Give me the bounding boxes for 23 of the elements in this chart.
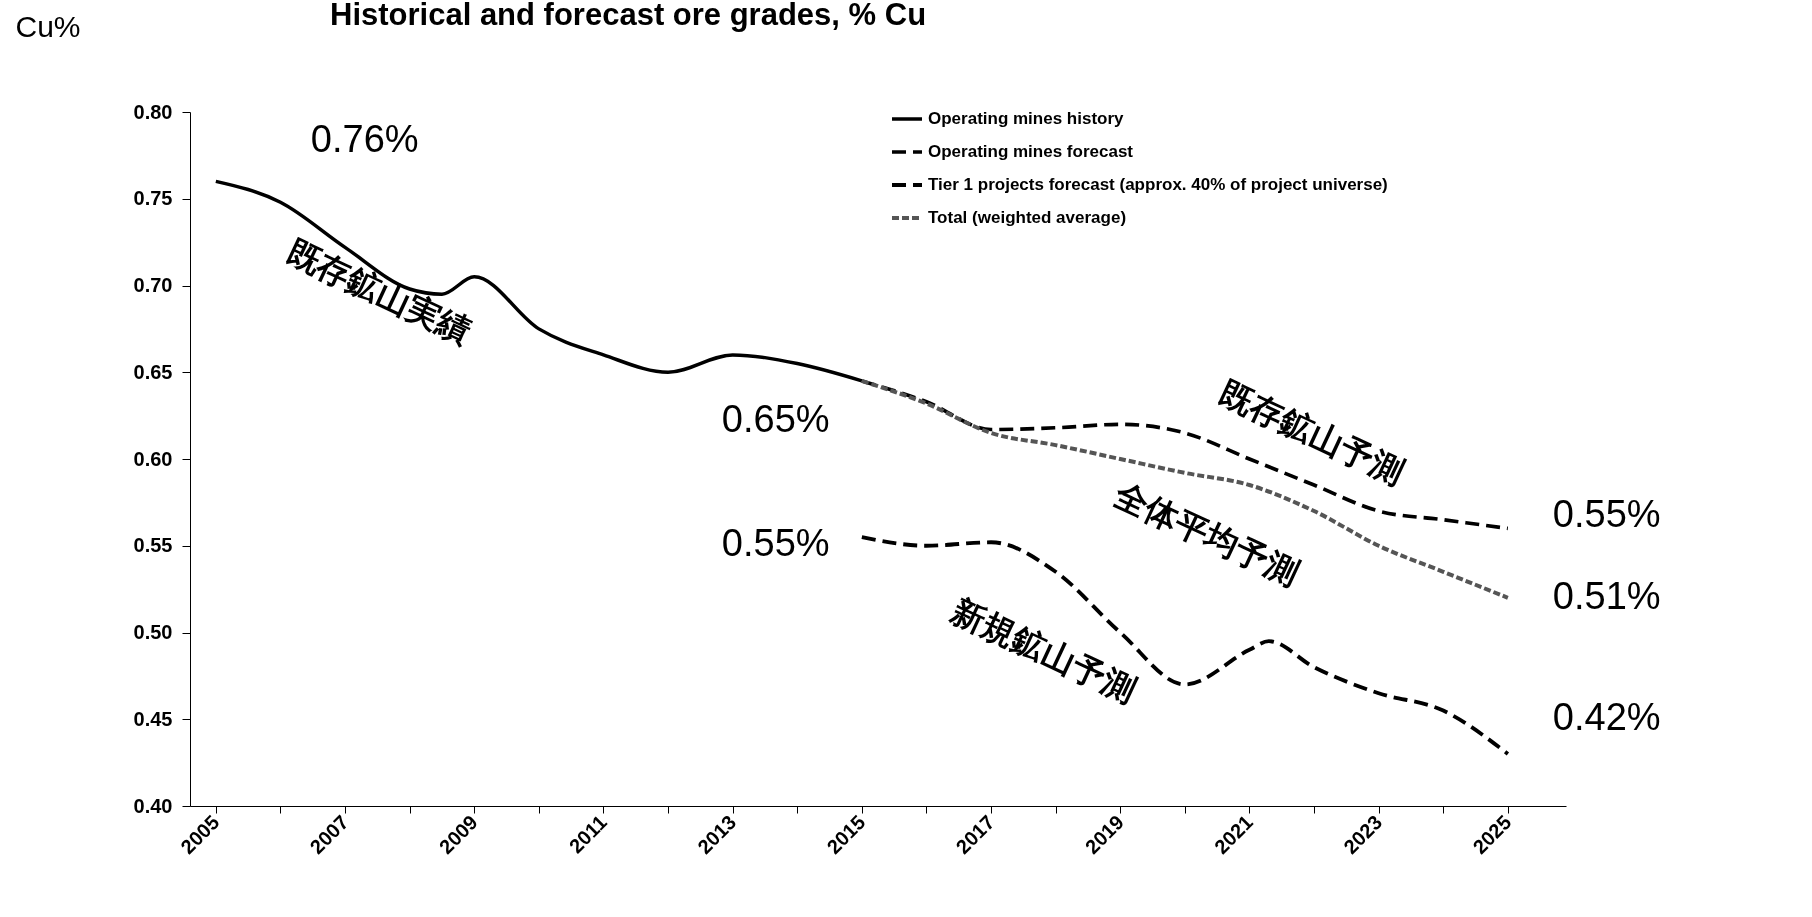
annotation: 0.51% xyxy=(1552,574,1661,617)
legend-label: Total (weighted average) xyxy=(928,208,1127,227)
annotation: 既存鉱山実績 xyxy=(281,232,477,351)
y-tick-label: 0.75 xyxy=(133,187,173,210)
legend-label: Operating mines history xyxy=(928,109,1125,128)
legend-label: Tier 1 projects forecast (approx. 40% of project universe) xyxy=(928,175,1388,194)
y-axis-title: Cu% xyxy=(15,9,81,43)
y-tick-label: 0.60 xyxy=(133,447,173,470)
annotation: 0.55% xyxy=(721,522,830,565)
y-tick-label: 0.50 xyxy=(133,621,173,643)
annotation: 0.76% xyxy=(310,118,419,161)
annotation: 0.65% xyxy=(721,397,830,440)
annotation: 新規鉱山予測 xyxy=(945,591,1142,709)
y-tick-label: 0.55 xyxy=(133,534,173,557)
annotation: 0.55% xyxy=(1552,493,1661,536)
y-tick-label: 0.65 xyxy=(133,360,173,383)
y-tick-label: 0.45 xyxy=(133,707,173,730)
y-tick-label: 0.40 xyxy=(133,794,173,817)
annotation: 0.42% xyxy=(1552,695,1661,738)
y-tick-label: 0.70 xyxy=(133,274,173,296)
chart-title: Historical and forecast ore grades, % Cu xyxy=(330,0,927,32)
y-tick-label: 0.80 xyxy=(133,100,173,123)
legend-label: Operating mines forecast xyxy=(928,142,1134,161)
